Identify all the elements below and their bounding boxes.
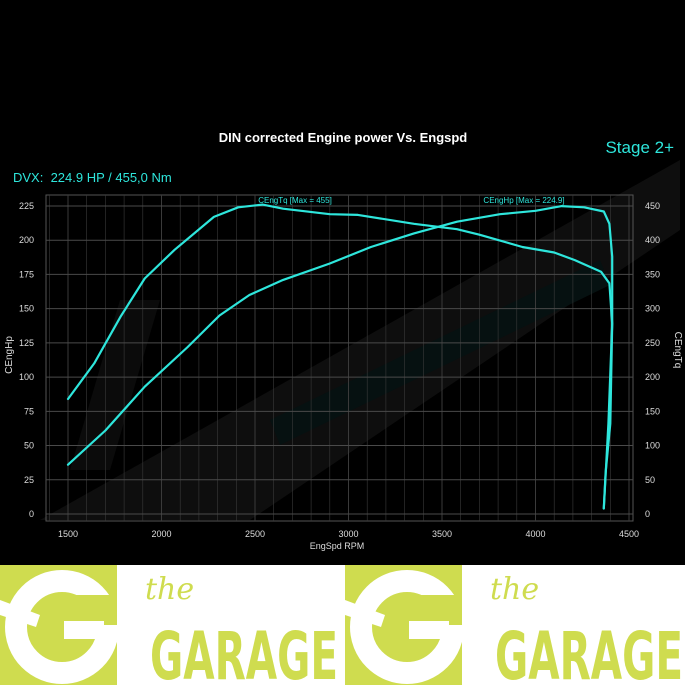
stage-label: Stage 2+ (605, 138, 674, 157)
y-right-tick-label: 200 (645, 372, 660, 382)
y-right-tick-label: 300 (645, 304, 660, 314)
y-left-tick-label: 75 (24, 406, 34, 416)
y-right-tick-label: 350 (645, 269, 660, 279)
x-tick-label: 1500 (58, 529, 78, 539)
x-axis-label: EngSpd RPM (310, 541, 365, 551)
y-left-tick-label: 100 (19, 372, 34, 382)
x-tick-label: 3000 (338, 529, 358, 539)
y-axis-left-label: CEngHp (4, 336, 15, 374)
watermark (40, 160, 680, 520)
y-left-tick-label: 125 (19, 338, 34, 348)
logo-garage: GARAGE (495, 618, 683, 685)
y-left-tick-label: 0 (29, 509, 34, 519)
logo-the: the (490, 572, 539, 607)
chart-title: DIN corrected Engine power Vs. Engspd (219, 130, 468, 145)
grid (45, 194, 634, 522)
y-right-tick-label: 150 (645, 406, 660, 416)
y-right-tick-label: 100 (645, 441, 660, 451)
y-left-tick-label: 200 (19, 235, 34, 245)
garage-banner: the GARAGE the GARAGE (0, 565, 685, 685)
y-right-tick-label: 250 (645, 338, 660, 348)
y-right-tick-label: 400 (645, 235, 660, 245)
y-left-tick-label: 150 (19, 304, 34, 314)
y-left-tick-label: 50 (24, 441, 34, 451)
x-tick-label: 4000 (525, 529, 545, 539)
g-wrench-icon (0, 565, 119, 685)
logo-the: the (145, 572, 194, 607)
x-tick-label: 2000 (151, 529, 171, 539)
g-wrench-icon (345, 565, 464, 685)
y-left-tick-label: 175 (19, 269, 34, 279)
y-left-tick-label: 225 (19, 201, 34, 211)
torque-curve (66, 203, 614, 510)
axes: 1500 2000 2500 3000 3500 4000 4500025507510012… (19, 201, 660, 539)
y-left-tick-label: 25 (24, 475, 34, 485)
y-right-tick-label: 0 (645, 509, 650, 519)
y-right-tick-label: 50 (645, 475, 655, 485)
summary-label: DVX: 224.9 HP / 455,0 Nm (13, 170, 172, 185)
y-right-tick-label: 450 (645, 201, 660, 211)
logo-garage: GARAGE (150, 618, 338, 685)
plot-frame (45, 194, 634, 522)
dyno-chart: 1500 2000 2500 3000 3500 4000 4500025507510012… (4, 130, 683, 551)
power-curve (66, 205, 614, 510)
garage-logo: the GARAGE (0, 565, 338, 685)
series-label-torque: CEngTq [Max = 455] (258, 196, 332, 205)
garage-logo: the GARAGE (345, 565, 683, 685)
series-group (66, 203, 614, 510)
x-tick-label: 4500 (619, 529, 639, 539)
y-axis-right-label: CEngTq (672, 332, 683, 369)
series-label-power: CEngHp [Max = 224.9] (483, 196, 564, 205)
x-tick-label: 3500 (432, 529, 452, 539)
x-tick-label: 2500 (245, 529, 265, 539)
